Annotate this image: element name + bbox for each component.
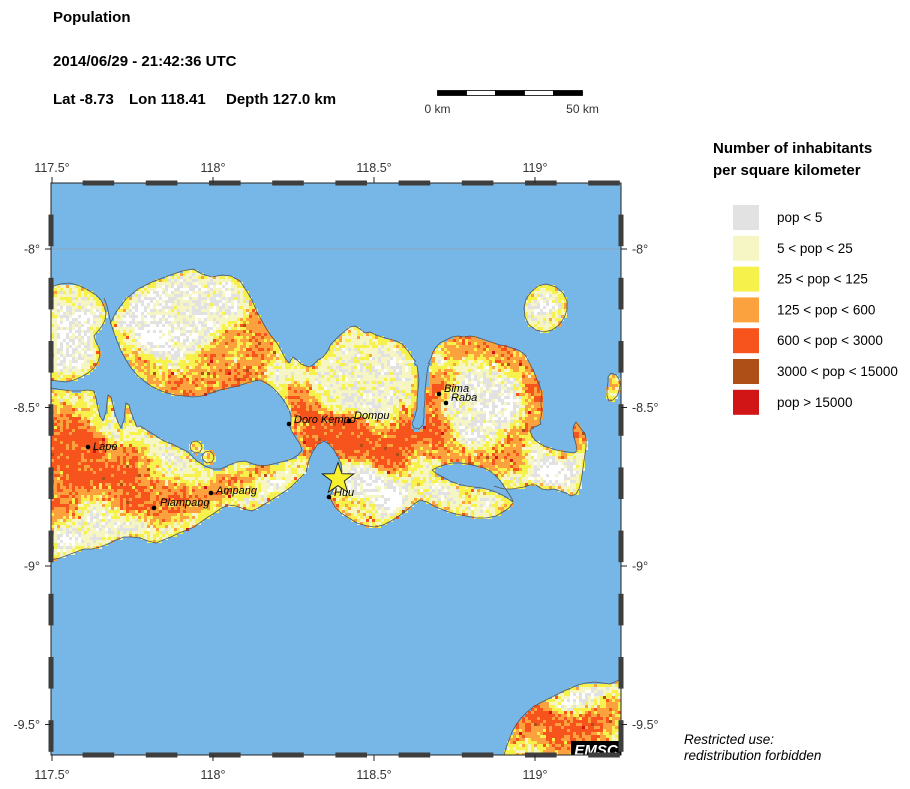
svg-text:-9.5°: -9.5° [13,718,40,732]
svg-text:Bima: Bima [444,383,469,395]
svg-text:-9°: -9° [632,560,648,574]
svg-text:118°: 118° [201,161,226,175]
svg-text:Dompu: Dompu [354,410,389,422]
svg-text:Huu: Huu [334,487,354,499]
svg-text:119°: 119° [523,768,548,782]
svg-text:Plampang: Plampang [160,497,210,509]
svg-text:EMSC: EMSC [574,742,619,759]
svg-text:5 < pop < 25: 5 < pop < 25 [777,241,853,256]
svg-text:Raba: Raba [451,392,477,404]
svg-text:per square kilometer: per square kilometer [713,162,861,179]
svg-text:Ampang: Ampang [215,485,258,497]
svg-text:Lon 118.41: Lon 118.41 [129,91,206,108]
svg-text:119°: 119° [523,161,548,175]
svg-text:Lape: Lape [93,441,117,453]
svg-text:125 < pop < 600: 125 < pop < 600 [777,302,875,317]
svg-text:118.5°: 118.5° [356,161,391,175]
svg-text:-8.5°: -8.5° [632,401,659,415]
svg-text:-9°: -9° [24,560,40,574]
svg-text:Lat -8.73: Lat -8.73 [53,91,114,108]
svg-text:0 km: 0 km [424,102,450,116]
svg-text:pop > 15000: pop > 15000 [777,395,852,410]
svg-text:Number of inhabitants: Number of inhabitants [713,140,872,157]
svg-text:Restricted use:: Restricted use: [684,732,774,747]
svg-text:50 km: 50 km [566,102,599,116]
svg-text:118.5°: 118.5° [356,768,391,782]
svg-text:-8°: -8° [24,243,40,257]
svg-text:Population: Population [53,9,131,26]
svg-text:3000 < pop < 15000: 3000 < pop < 15000 [777,364,898,379]
svg-text:Depth 127.0 km: Depth 127.0 km [226,91,336,108]
svg-text:pop < 5: pop < 5 [777,210,822,225]
svg-text:600 < pop < 3000: 600 < pop < 3000 [777,333,883,348]
svg-text:117.5°: 117.5° [34,768,69,782]
svg-text:2014/06/29 - 21:42:36 UTC: 2014/06/29 - 21:42:36 UTC [53,53,237,70]
svg-text:-8°: -8° [632,243,648,257]
svg-text:redistribution forbidden: redistribution forbidden [684,748,821,763]
svg-text:117.5°: 117.5° [34,161,69,175]
svg-text:118°: 118° [201,768,226,782]
svg-text:-9.5°: -9.5° [632,718,659,732]
svg-text:Doro Kempo: Doro Kempo [294,414,356,426]
svg-text:25 < pop < 125: 25 < pop < 125 [777,272,868,287]
svg-text:-8.5°: -8.5° [13,401,40,415]
